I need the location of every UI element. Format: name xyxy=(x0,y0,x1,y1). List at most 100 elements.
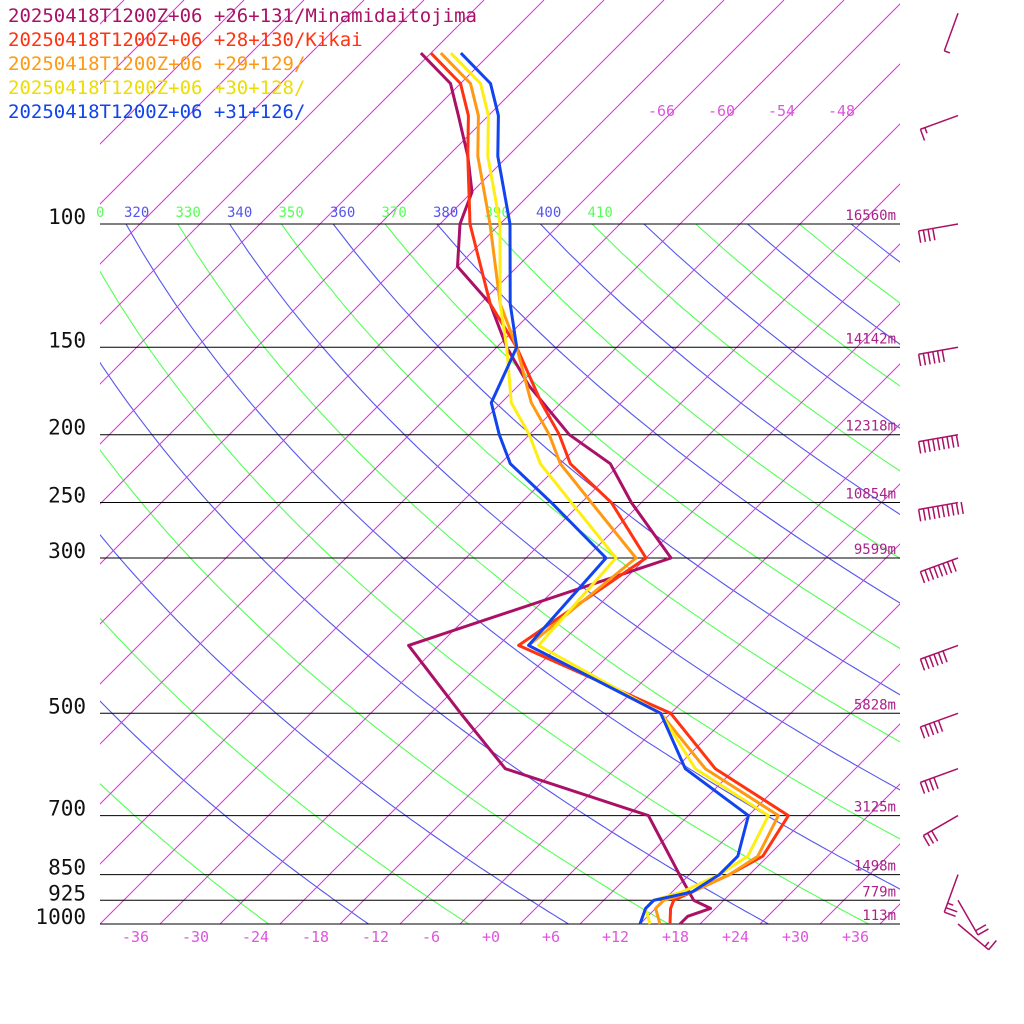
wind-barb-staff xyxy=(920,712,959,728)
temperature-profile-4 xyxy=(459,52,750,925)
legend: 20250418T1200Z+06 +26+131/Minamidaitojim… xyxy=(8,4,477,124)
dry-adiabat-370 xyxy=(384,223,900,650)
isotherm-line xyxy=(100,0,245,145)
wind-barb-flag xyxy=(946,504,950,517)
wind-barb xyxy=(919,557,959,584)
isotherms xyxy=(100,0,900,924)
wind-barb-staff xyxy=(918,346,959,355)
wind-barb xyxy=(919,768,959,794)
isotherm-line xyxy=(879,903,900,924)
height-label-700: 3125m xyxy=(854,800,896,816)
temperature-profile-0 xyxy=(407,52,713,926)
pressure-label-150: 150 xyxy=(48,328,86,352)
isotherm-line xyxy=(100,123,900,924)
wind-barb-flag xyxy=(936,350,941,363)
x-tick-label: +36 xyxy=(842,928,869,946)
isotherm-line xyxy=(339,363,900,924)
legend-entry-30-128: 20250418T1200Z+06 +30+128/ xyxy=(8,77,306,99)
wind-barb-flag xyxy=(926,832,935,844)
isotherm-line xyxy=(219,243,900,924)
wind-barb-flag xyxy=(924,725,930,737)
isotherm-line xyxy=(100,0,365,265)
wind-barb-flag xyxy=(922,353,927,366)
wind-barb xyxy=(917,501,964,522)
height-label-925: 779m xyxy=(862,884,896,900)
wind-barb-flag xyxy=(942,650,948,663)
wind-barbs xyxy=(917,13,997,951)
dry-adiabat-360 xyxy=(332,223,900,696)
wind-barb-staff xyxy=(920,768,959,784)
x-tick-label: +30 xyxy=(782,928,809,946)
wind-barb-staff xyxy=(920,557,959,573)
wind-barb-flag xyxy=(927,507,931,520)
wind-barb-flag xyxy=(941,505,946,518)
wind-barb-staff xyxy=(957,923,990,951)
x-tick-label: -12 xyxy=(362,928,389,946)
isotherm-line xyxy=(100,63,900,865)
dry-adiabat-290 xyxy=(100,449,669,924)
wind-barb-flag xyxy=(944,911,956,917)
isotherm-line xyxy=(639,663,900,924)
wind-barb-flag xyxy=(951,559,957,572)
wind-barb-flag xyxy=(933,777,939,789)
legend-entry-31-126: 20250418T1200Z+06 +31+126/ xyxy=(8,101,306,123)
height-label-150: 14142m xyxy=(845,331,896,347)
theta-label: 400 xyxy=(536,205,561,221)
legend-entry-kikai: 20250418T1200Z+06 +28+130/Kikai xyxy=(8,29,363,51)
wind-barb-half-flag xyxy=(924,127,928,134)
axis-labels: 100 16560m 150 14142m 200 12318m 250 10854m 300 9… xyxy=(35,102,896,946)
wind-barb-flag xyxy=(977,928,989,936)
isotherm-line xyxy=(100,0,185,85)
wind-barb-staff xyxy=(918,223,959,232)
wind-barb-flag xyxy=(942,563,948,575)
x-tick-label: -30 xyxy=(182,928,209,946)
wind-barb-staff xyxy=(943,874,959,913)
theta-label: 380 xyxy=(433,205,458,221)
wind-barb-flag xyxy=(975,924,987,932)
theta-label: 350 xyxy=(279,205,304,221)
isotherm-line xyxy=(100,0,485,385)
height-label-250: 10854m xyxy=(845,487,896,503)
x-tick-label: +0 xyxy=(482,928,500,946)
height-label-1000: 113m xyxy=(862,908,896,924)
wind-barb-flag xyxy=(924,657,930,670)
wind-barb-flag xyxy=(950,503,955,516)
isotherm-line xyxy=(100,0,725,625)
wind-barb-flag xyxy=(941,437,946,450)
wind-barb-flag xyxy=(919,571,926,584)
theta-label: 410 xyxy=(588,205,613,221)
isotherm-line xyxy=(279,303,900,924)
wind-barb-flag xyxy=(955,434,960,447)
height-label-500: 5828m xyxy=(854,697,896,713)
wind-barb-flag xyxy=(933,566,939,579)
wind-barb-flag xyxy=(928,655,935,668)
wind-barb-flag xyxy=(922,440,927,453)
wind-barb-flag xyxy=(936,506,941,519)
wind-barb-flag xyxy=(927,352,931,365)
theta-label: 370 xyxy=(382,205,407,221)
pressure-label-250: 250 xyxy=(48,484,86,508)
theta-label: 0 xyxy=(96,205,104,221)
isotherm-line xyxy=(399,423,900,924)
height-label-100: 16560m xyxy=(845,208,896,224)
wind-barb-half-flag xyxy=(984,941,990,948)
height-label-850: 1498m xyxy=(854,859,896,875)
isotherm-line xyxy=(100,0,665,565)
dry-adiabat-460 xyxy=(850,223,900,263)
x-tick-label: +18 xyxy=(662,928,689,946)
wind-barb-flag xyxy=(927,439,931,452)
temperature-profile-3 xyxy=(449,52,770,925)
legend-entry-minamidaitojima: 20250418T1200Z+06 +26+131/Minamidaitojim… xyxy=(8,5,477,27)
wind-barb-flag xyxy=(937,564,944,577)
isotherm-line xyxy=(699,723,900,924)
wind-barb-flag xyxy=(945,906,958,913)
wind-barb xyxy=(917,346,959,367)
dry-adiabat-450 xyxy=(798,223,900,304)
wind-barb-flag xyxy=(960,501,964,514)
x-tick-label: +12 xyxy=(602,928,629,946)
theta-label: 320 xyxy=(124,205,149,221)
isotherm-line xyxy=(159,183,900,924)
wind-barb-flag xyxy=(933,653,939,666)
wind-barb xyxy=(917,223,959,243)
